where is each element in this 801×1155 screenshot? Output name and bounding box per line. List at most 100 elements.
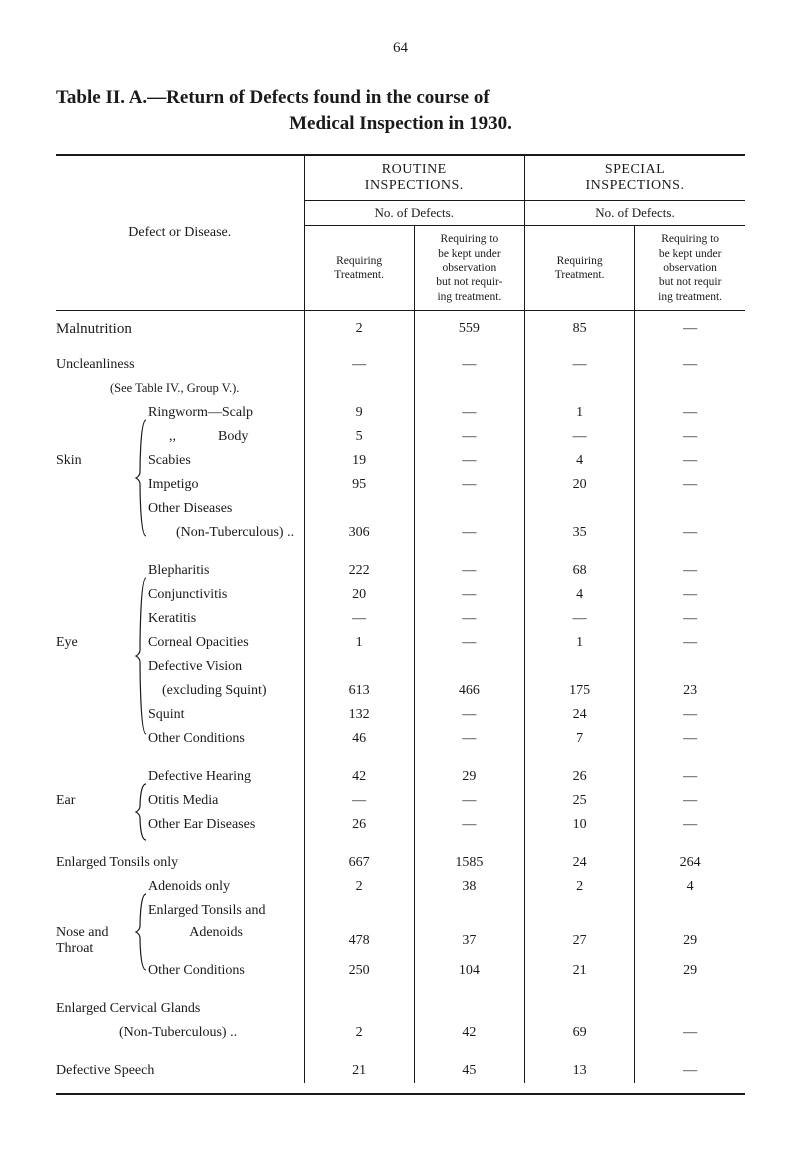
table-cell: — xyxy=(525,353,635,377)
table-cell: 4 xyxy=(525,583,635,607)
table-cell: 27 xyxy=(525,923,635,959)
table-cell xyxy=(304,497,414,521)
table-cell: 20 xyxy=(525,473,635,497)
table-row: Other Ear Diseases26—10— xyxy=(56,813,745,837)
condition-cell: Defective Hearing xyxy=(56,765,304,789)
table-cell: — xyxy=(414,631,524,655)
table-cell: — xyxy=(414,727,524,751)
table-cell: 38 xyxy=(414,875,524,899)
condition-cell: Defective Vision xyxy=(56,655,304,679)
condition-name: (excluding Squint) xyxy=(148,683,298,699)
condition-cell: Nose and Throat Adenoids xyxy=(56,923,304,959)
table-cell xyxy=(635,899,745,923)
table-cell xyxy=(635,497,745,521)
condition-cell: Keratitis xyxy=(56,607,304,631)
table-cell xyxy=(635,655,745,679)
condition-name: Scabies xyxy=(148,453,298,469)
table-row: Enlarged Tonsils and xyxy=(56,899,745,923)
table-cell: 13 xyxy=(525,1059,635,1083)
table-cell: — xyxy=(635,703,745,727)
condition-cell: Malnutrition xyxy=(56,311,304,342)
condition-name: Adenoids xyxy=(148,925,298,941)
table-cell xyxy=(525,997,635,1021)
condition-name: Squint xyxy=(148,707,298,723)
title-line-1: Table II. A.—Return of Defects found in … xyxy=(56,85,745,111)
page: 64 Table II. A.—Return of Defects found … xyxy=(0,0,801,1155)
table-cell: — xyxy=(635,353,745,377)
page-number: 64 xyxy=(56,40,745,57)
table-cell: — xyxy=(635,425,745,449)
table-cell: 222 xyxy=(304,559,414,583)
table-cell: — xyxy=(635,765,745,789)
table-cell: 478 xyxy=(304,923,414,959)
table-row: (Non-Tuberculous) ..306—35— xyxy=(56,521,745,545)
table-row: (See Table IV., Group V.). xyxy=(56,377,745,401)
table-cell: — xyxy=(635,559,745,583)
condition-cell: EarOtitis Media xyxy=(56,789,304,813)
condition-name: (Non-Tuberculous) .. xyxy=(148,525,298,541)
table-cell: — xyxy=(635,1059,745,1083)
table-row: Keratitis———— xyxy=(56,607,745,631)
table-cell: 46 xyxy=(304,727,414,751)
table-row: Adenoids only23824 xyxy=(56,875,745,899)
table-cell: — xyxy=(635,1021,745,1045)
table-cell: 2 xyxy=(525,875,635,899)
table-cell: — xyxy=(414,425,524,449)
condition-cell: Enlarged Tonsils only xyxy=(56,851,304,875)
table-cell: 667 xyxy=(304,851,414,875)
spacer-row xyxy=(56,983,745,997)
table-cell: 42 xyxy=(414,1021,524,1045)
header-no-defects-1: No. of Defects. xyxy=(304,201,524,226)
table-cell: — xyxy=(635,813,745,837)
table-cell: 69 xyxy=(525,1021,635,1045)
table-cell: 132 xyxy=(304,703,414,727)
condition-name: Blepharitis xyxy=(148,563,298,579)
table-cell: 19 xyxy=(304,449,414,473)
table-cell xyxy=(414,497,524,521)
table-cell: 23 xyxy=(635,679,745,703)
table-cell: — xyxy=(304,607,414,631)
table-cell: — xyxy=(414,813,524,837)
condition-name: Impetigo xyxy=(148,477,298,493)
header-no-defects-2: No. of Defects. xyxy=(525,201,746,226)
header-req-obs-1: Requiring to be kept under observation b… xyxy=(414,226,524,311)
table-cell: — xyxy=(414,449,524,473)
table-row: Blepharitis222—68— xyxy=(56,559,745,583)
table-row: Squint132—24— xyxy=(56,703,745,727)
condition-name: Keratitis xyxy=(148,611,298,627)
table-cell xyxy=(304,655,414,679)
table-cell: — xyxy=(414,559,524,583)
condition-name: ,, Body xyxy=(148,429,298,445)
table-cell xyxy=(525,655,635,679)
table-cell: 29 xyxy=(635,923,745,959)
table-row: Defective Speech214513— xyxy=(56,1059,745,1083)
table-cell: 613 xyxy=(304,679,414,703)
spacer-row xyxy=(56,837,745,851)
condition-cell: Blepharitis xyxy=(56,559,304,583)
header-routine: ROUTINE INSPECTIONS. xyxy=(304,155,524,201)
table-cell: 21 xyxy=(304,1059,414,1083)
condition-cell: (excluding Squint) xyxy=(56,679,304,703)
condition-cell: Conjunctivitis xyxy=(56,583,304,607)
table-cell: — xyxy=(635,401,745,425)
table-cell: 42 xyxy=(304,765,414,789)
table-row: EyeCorneal Opacities1—1— xyxy=(56,631,745,655)
table-cell: — xyxy=(635,473,745,497)
condition-name: Other Diseases xyxy=(148,501,298,517)
table-row: Impetigo95—20— xyxy=(56,473,745,497)
table-cell: 264 xyxy=(635,851,745,875)
table-title: Table II. A.—Return of Defects found in … xyxy=(56,85,745,136)
table-row: Nose and Throat Adenoids478372729 xyxy=(56,923,745,959)
table-cell: 26 xyxy=(304,813,414,837)
table-cell: 559 xyxy=(414,311,524,342)
group-label: Skin xyxy=(56,453,134,469)
header-row-groups: Defect or Disease. ROUTINE INSPECTIONS. … xyxy=(56,155,745,201)
table-cell: 45 xyxy=(414,1059,524,1083)
table-row: Uncleanliness———— xyxy=(56,353,745,377)
table-cell: — xyxy=(635,311,745,342)
bottom-rule xyxy=(56,1083,745,1094)
defects-table: Defect or Disease. ROUTINE INSPECTIONS. … xyxy=(56,154,745,1095)
table-cell: 21 xyxy=(525,959,635,983)
table-row: Enlarged Tonsils only667158524264 xyxy=(56,851,745,875)
table-cell: — xyxy=(525,607,635,631)
